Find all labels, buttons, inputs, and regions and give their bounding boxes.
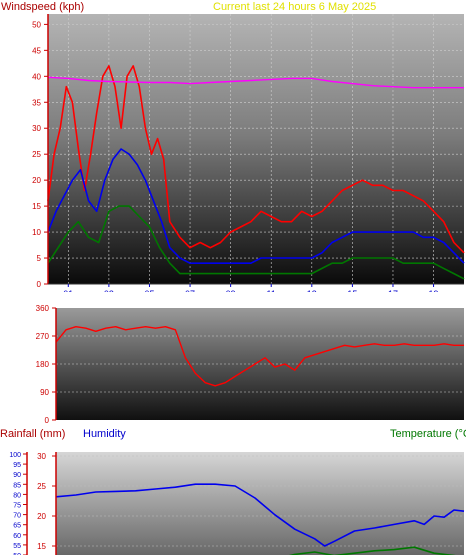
climate-gridlines <box>56 455 464 547</box>
rainfall-tick-label: 85 <box>13 482 21 489</box>
wind-max-trend-series <box>47 76 464 89</box>
wind-speed-ytick-label: 35 <box>32 98 41 107</box>
wind-speed-ytick-label: 45 <box>32 46 41 55</box>
humidity-tick-label: 30 <box>37 452 46 461</box>
wind-speed-plot-area <box>48 14 464 284</box>
legend-temperature: Temperature (°C <box>390 428 466 440</box>
climate-plot-area <box>56 452 464 555</box>
wind-direction-ytick-label: 270 <box>36 332 50 341</box>
temperature-series <box>288 546 456 555</box>
wind-speed-ytick-label: 20 <box>32 176 41 185</box>
wind-average-series <box>47 148 465 265</box>
humidity-axis-ticks: 30 25 20 15 <box>37 452 56 551</box>
rainfall-tick-label: 55 <box>13 543 21 550</box>
legend-humidity: Humidity <box>83 428 126 440</box>
humidity-tick-label: 15 <box>37 542 46 551</box>
rainfall-tick-label: 90 <box>13 472 21 479</box>
wind-speed-ytick-label: 40 <box>32 72 41 81</box>
rainfall-axis-ticks: 100 95 90 85 80 75 70 65 60 55 50 <box>9 452 27 555</box>
wind-direction-ytick-label: 360 <box>36 304 50 313</box>
wind-speed-ylabel: Windspeed (kph) <box>1 1 84 13</box>
legend-rainfall: Rainfall (mm) <box>0 428 65 440</box>
wind-gust-series <box>47 65 465 254</box>
wind-speed-ytick-label: 15 <box>32 202 41 211</box>
wind-direction-y-ticks: 0 90 180 270 360 <box>36 304 56 425</box>
humidity-tick-label: 25 <box>37 482 46 491</box>
rainfall-tick-label: 100 <box>9 452 21 459</box>
rainfall-tick-label: 65 <box>13 523 21 530</box>
wind-speed-ytick-label: 30 <box>32 124 41 133</box>
humidity-tick-label: 20 <box>37 512 46 521</box>
wind-minimum-series <box>47 205 465 280</box>
wind-direction-series <box>55 326 464 387</box>
rainfall-tick-label: 95 <box>13 462 21 469</box>
wind-direction-ytick-label: 90 <box>40 388 49 397</box>
wind-direction-ytick-label: 180 <box>36 360 50 369</box>
wind-speed-y-ticks: 0 5 10 15 20 25 30 35 40 45 50 <box>32 20 48 289</box>
humidity-series <box>55 483 465 547</box>
wind-direction-ytick-label: 0 <box>45 416 50 425</box>
wind-speed-ytick-label: 10 <box>32 228 41 237</box>
rainfall-tick-label: 70 <box>13 513 21 520</box>
wind-speed-ytick-label: 5 <box>37 254 42 263</box>
wind-direction-gridlines <box>56 335 464 393</box>
rainfall-tick-label: 60 <box>13 533 21 540</box>
chart-title: Current last 24 hours 6 May 2025 <box>213 1 376 13</box>
rainfall-tick-label: 80 <box>13 492 21 499</box>
wind-speed-series <box>47 65 465 280</box>
rainfall-tick-label: 50 <box>13 553 21 555</box>
wind-speed-ytick-label: 25 <box>32 150 41 159</box>
wind-speed-ytick-label: 0 <box>37 280 42 289</box>
wind-direction-series <box>55 326 464 387</box>
wind-speed-ytick-label: 50 <box>32 20 41 29</box>
climate-series <box>55 483 465 555</box>
rainfall-tick-label: 75 <box>13 503 21 510</box>
